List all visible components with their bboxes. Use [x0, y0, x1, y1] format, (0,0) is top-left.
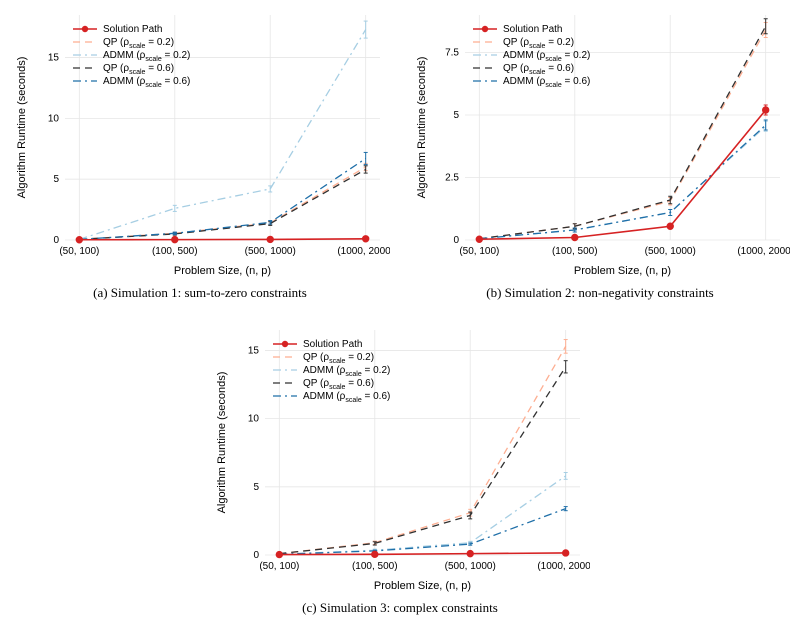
- svg-text:QP (ρscale = 0.2): QP (ρscale = 0.2): [103, 37, 174, 50]
- svg-text:(500, 1000): (500, 1000): [245, 246, 296, 257]
- panel-b: 0 2.5 5 7.5 (50, 100) (100, 500) (500, 1000) (1…: [410, 5, 790, 285]
- svg-text:ADMM (ρscale = 0.2): ADMM (ρscale = 0.2): [103, 50, 190, 63]
- legend: Solution PathQP (ρscale = 0.2)ADMM (ρsca…: [73, 24, 190, 89]
- legend: Solution PathQP (ρscale = 0.2)ADMM (ρsca…: [473, 24, 590, 89]
- svg-text:0: 0: [53, 235, 59, 246]
- svg-text:ADMM (ρscale = 0.6): ADMM (ρscale = 0.6): [303, 391, 390, 404]
- svg-text:QP (ρscale = 0.2): QP (ρscale = 0.2): [503, 37, 574, 50]
- svg-text:5: 5: [53, 174, 59, 185]
- caption-b: (b) Simulation 2: non-negativity constra…: [410, 285, 790, 301]
- svg-text:ADMM (ρscale = 0.2): ADMM (ρscale = 0.2): [303, 365, 390, 378]
- svg-text:Solution Path: Solution Path: [103, 24, 163, 35]
- svg-text:(1000, 2000): (1000, 2000): [337, 246, 390, 257]
- svg-text:QP (ρscale = 0.2): QP (ρscale = 0.2): [303, 352, 374, 365]
- svg-text:(50, 100): (50, 100): [459, 246, 499, 257]
- svg-text:(500, 1000): (500, 1000): [445, 561, 496, 572]
- svg-text:QP (ρscale = 0.6): QP (ρscale = 0.6): [303, 378, 374, 391]
- svg-text:Solution Path: Solution Path: [303, 339, 363, 350]
- svg-text:7.5: 7.5: [445, 48, 459, 59]
- svg-text:5: 5: [253, 482, 259, 493]
- panel-a: 0 5 10 15 (50, 100) (100, 500) (500, 1000) (100…: [10, 5, 390, 285]
- svg-text:15: 15: [248, 345, 260, 356]
- svg-text:(500, 1000): (500, 1000): [645, 246, 696, 257]
- svg-text:Algorithm Runtime (seconds): Algorithm Runtime (seconds): [16, 57, 28, 199]
- svg-text:Algorithm Runtime (seconds): Algorithm Runtime (seconds): [416, 57, 428, 199]
- svg-text:Algorithm Runtime (seconds): Algorithm Runtime (seconds): [216, 372, 228, 514]
- svg-text:(100, 500): (100, 500): [352, 561, 398, 572]
- svg-text:QP (ρscale = 0.6): QP (ρscale = 0.6): [503, 63, 574, 76]
- svg-text:(100, 500): (100, 500): [152, 246, 198, 257]
- svg-text:5: 5: [453, 110, 459, 121]
- svg-text:2.5: 2.5: [445, 173, 459, 184]
- legend: Solution PathQP (ρscale = 0.2)ADMM (ρsca…: [273, 339, 390, 404]
- svg-text:ADMM (ρscale = 0.2): ADMM (ρscale = 0.2): [503, 50, 590, 63]
- svg-text:Problem Size, (n, p): Problem Size, (n, p): [574, 265, 671, 277]
- svg-text:Problem Size, (n, p): Problem Size, (n, p): [374, 580, 471, 592]
- panel-c: 0 5 10 15 (50, 100) (100, 500) (500, 1000) (100…: [210, 320, 590, 600]
- svg-text:(50, 100): (50, 100): [259, 561, 299, 572]
- caption-c: (c) Simulation 3: complex constraints: [210, 600, 590, 616]
- svg-text:(1000, 2000): (1000, 2000): [537, 561, 590, 572]
- caption-a: (a) Simulation 1: sum-to-zero constraint…: [10, 285, 390, 301]
- svg-text:0: 0: [453, 235, 459, 246]
- svg-text:10: 10: [48, 113, 60, 124]
- svg-text:15: 15: [48, 53, 60, 64]
- svg-text:ADMM (ρscale = 0.6): ADMM (ρscale = 0.6): [503, 76, 590, 89]
- figure-3panel: 0 5 10 15 (50, 100) (100, 500) (500, 1000) (100…: [0, 0, 800, 641]
- svg-text:0: 0: [253, 550, 259, 561]
- svg-text:QP (ρscale = 0.6): QP (ρscale = 0.6): [103, 63, 174, 76]
- svg-text:(100, 500): (100, 500): [552, 246, 598, 257]
- svg-text:(1000, 2000): (1000, 2000): [737, 246, 790, 257]
- svg-text:(50, 100): (50, 100): [59, 246, 99, 257]
- svg-text:Solution Path: Solution Path: [503, 24, 563, 35]
- svg-text:ADMM (ρscale = 0.6): ADMM (ρscale = 0.6): [103, 76, 190, 89]
- svg-text:Problem Size, (n, p): Problem Size, (n, p): [174, 265, 271, 277]
- svg-text:10: 10: [248, 414, 260, 425]
